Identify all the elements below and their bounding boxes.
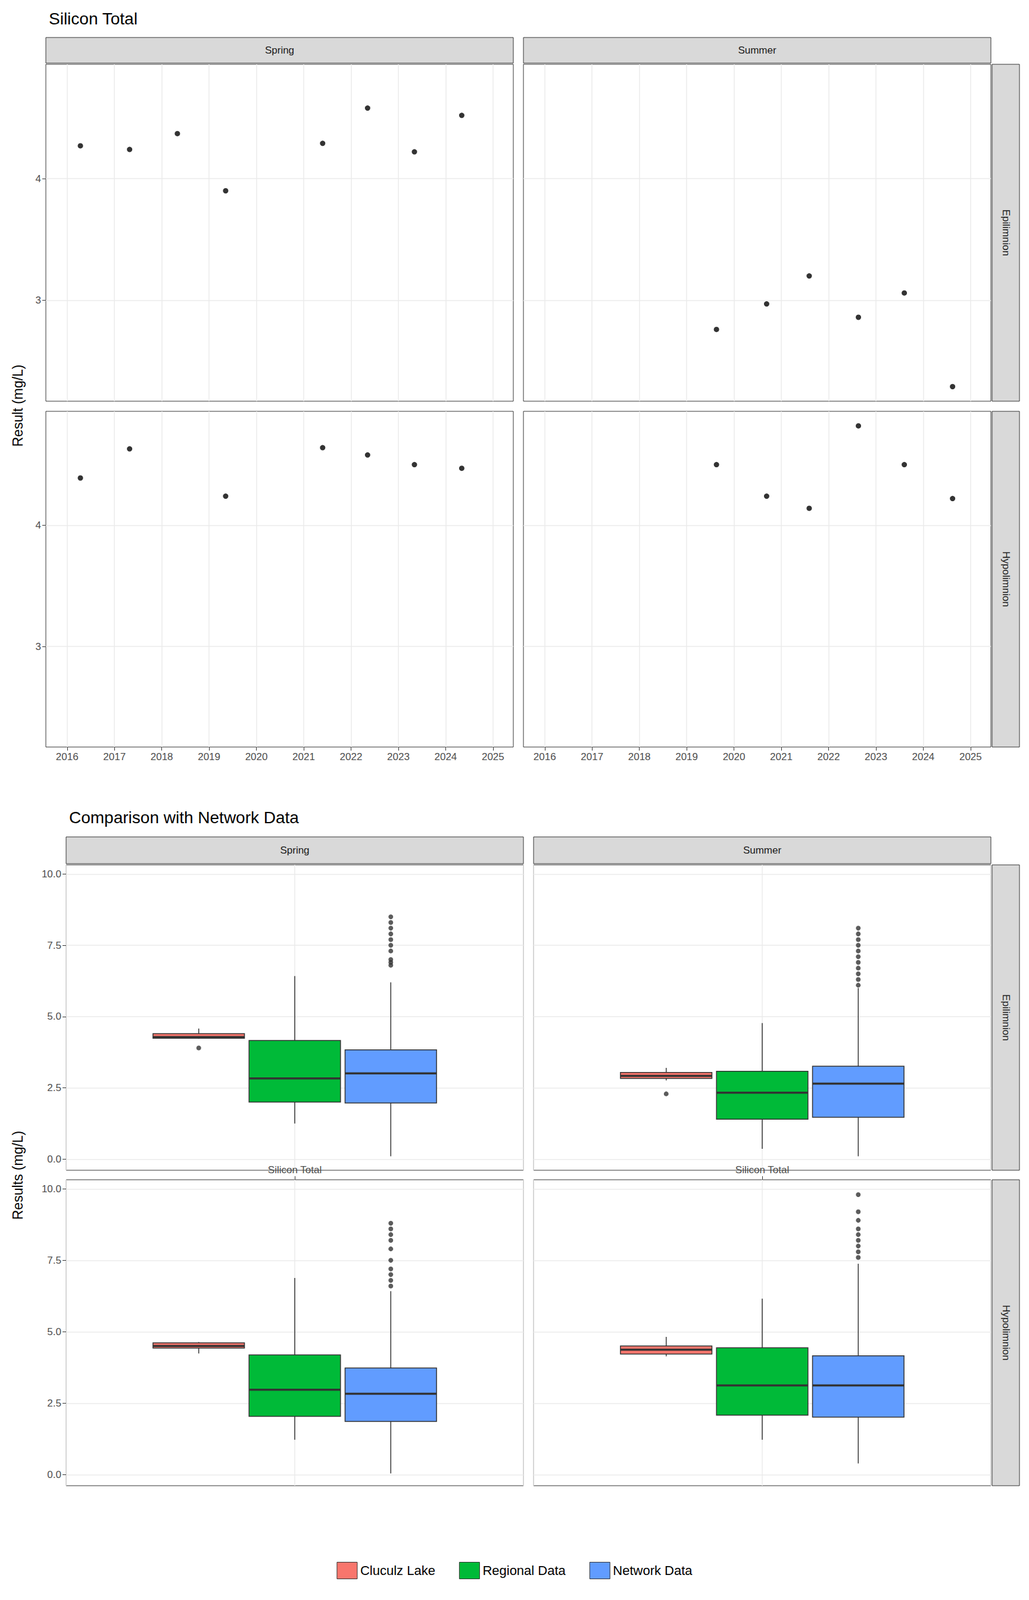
svg-text:2016: 2016 xyxy=(55,751,79,763)
svg-text:2019: 2019 xyxy=(675,751,698,763)
svg-text:2022: 2022 xyxy=(340,751,363,763)
svg-text:Comparison with Network Data: Comparison with Network Data xyxy=(69,808,299,828)
svg-text:2022: 2022 xyxy=(817,751,841,763)
svg-text:Network Data: Network Data xyxy=(612,1563,693,1579)
svg-text:4: 4 xyxy=(35,519,42,532)
svg-text:2021: 2021 xyxy=(292,751,316,763)
svg-text:4: 4 xyxy=(35,173,42,185)
svg-text:Result (mg/L): Result (mg/L) xyxy=(10,364,26,447)
svg-text:2023: 2023 xyxy=(387,751,410,763)
svg-text:Spring: Spring xyxy=(264,44,295,56)
svg-text:2017: 2017 xyxy=(580,751,604,763)
svg-text:2024: 2024 xyxy=(911,751,935,763)
svg-text:2020: 2020 xyxy=(245,751,268,763)
svg-text:2024: 2024 xyxy=(434,751,457,763)
svg-text:Spring: Spring xyxy=(279,844,310,857)
svg-text:2018: 2018 xyxy=(150,751,174,763)
svg-text:2.5: 2.5 xyxy=(47,1398,62,1410)
svg-text:Results (mg/L): Results (mg/L) xyxy=(10,1131,26,1221)
svg-text:5.0: 5.0 xyxy=(47,1011,62,1023)
svg-text:2017: 2017 xyxy=(103,751,126,763)
svg-text:7.5: 7.5 xyxy=(47,940,62,952)
svg-text:Silicon Total: Silicon Total xyxy=(48,9,138,28)
svg-text:Regional Data: Regional Data xyxy=(482,1563,566,1579)
svg-text:Summer: Summer xyxy=(743,844,782,857)
svg-text:10.0: 10.0 xyxy=(41,868,62,881)
svg-text:2023: 2023 xyxy=(864,751,888,763)
svg-text:Summer: Summer xyxy=(737,44,777,56)
svg-text:2016: 2016 xyxy=(533,751,557,763)
svg-text:Epilimnion: Epilimnion xyxy=(1000,209,1012,257)
svg-text:7.5: 7.5 xyxy=(47,1255,62,1267)
svg-text:0.0: 0.0 xyxy=(47,1154,62,1166)
svg-text:2018: 2018 xyxy=(628,751,651,763)
svg-text:3: 3 xyxy=(35,294,42,307)
svg-text:10.0: 10.0 xyxy=(41,1183,62,1196)
svg-text:3: 3 xyxy=(35,641,42,653)
svg-text:0.0: 0.0 xyxy=(47,1469,62,1481)
svg-text:5.0: 5.0 xyxy=(47,1326,62,1339)
svg-text:2.5: 2.5 xyxy=(47,1082,62,1094)
svg-text:Hypolimnion: Hypolimnion xyxy=(1000,551,1012,608)
svg-text:2021: 2021 xyxy=(769,751,793,763)
svg-text:2020: 2020 xyxy=(722,751,746,763)
svg-text:Cluculz Lake: Cluculz Lake xyxy=(360,1563,436,1579)
svg-text:Epilimnion: Epilimnion xyxy=(1000,994,1012,1041)
svg-text:Silicon Total: Silicon Total xyxy=(735,1164,790,1177)
svg-text:2025: 2025 xyxy=(481,751,505,763)
svg-text:Hypolimnion: Hypolimnion xyxy=(1000,1305,1012,1362)
svg-text:2025: 2025 xyxy=(959,751,982,763)
svg-text:Silicon Total: Silicon Total xyxy=(267,1164,322,1177)
svg-text:2019: 2019 xyxy=(197,751,221,763)
